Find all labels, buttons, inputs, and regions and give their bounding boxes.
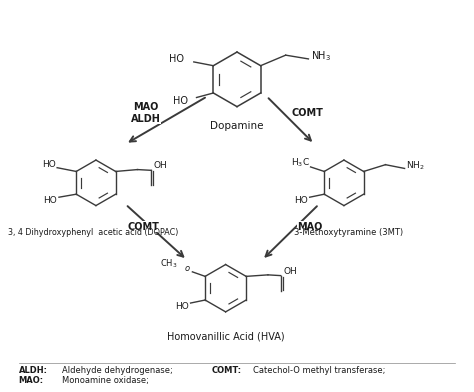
Text: HO: HO bbox=[44, 196, 57, 205]
Text: HO: HO bbox=[294, 196, 308, 205]
Text: H$_3$C: H$_3$C bbox=[291, 156, 310, 169]
Text: HO: HO bbox=[42, 160, 56, 169]
Text: MAO:: MAO: bbox=[18, 376, 44, 385]
Text: CH$_3$: CH$_3$ bbox=[160, 257, 178, 270]
Text: NH$_3$: NH$_3$ bbox=[310, 49, 331, 63]
Text: Aldehyde dehydrogenase;: Aldehyde dehydrogenase; bbox=[62, 367, 173, 376]
Text: HO: HO bbox=[175, 301, 189, 310]
Text: $o$: $o$ bbox=[184, 263, 191, 272]
Text: COMT: COMT bbox=[128, 222, 160, 232]
Text: Catechol-O methyl transferase;: Catechol-O methyl transferase; bbox=[253, 367, 385, 376]
Text: COMT:: COMT: bbox=[212, 367, 242, 376]
Text: HO: HO bbox=[169, 54, 184, 64]
Text: NH$_2$: NH$_2$ bbox=[406, 160, 425, 172]
Text: HO: HO bbox=[173, 96, 188, 105]
Text: MAO
ALDH: MAO ALDH bbox=[131, 102, 161, 124]
Text: MAO: MAO bbox=[297, 222, 322, 232]
Text: 3, 4 Dihydroxyphenyl  acetic acid (DOPAC): 3, 4 Dihydroxyphenyl acetic acid (DOPAC) bbox=[9, 228, 179, 237]
Text: Monoamine oxidase;: Monoamine oxidase; bbox=[62, 376, 149, 385]
Text: ALDH:: ALDH: bbox=[18, 367, 47, 376]
Text: OH: OH bbox=[154, 162, 168, 170]
Text: Homovanillic Acid (HVA): Homovanillic Acid (HVA) bbox=[167, 332, 284, 341]
Text: COMT: COMT bbox=[292, 108, 323, 118]
Text: OH: OH bbox=[283, 267, 297, 276]
Text: 3-Methoxytyramine (3MT): 3-Methoxytyramine (3MT) bbox=[294, 228, 403, 237]
Text: Dopamine: Dopamine bbox=[210, 122, 264, 131]
